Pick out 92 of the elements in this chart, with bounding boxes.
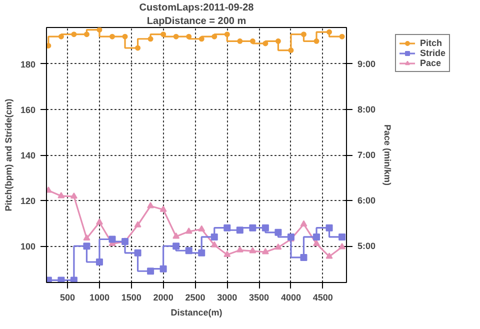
point bbox=[236, 226, 244, 234]
point bbox=[172, 232, 180, 239]
point bbox=[135, 45, 141, 51]
point bbox=[326, 252, 333, 259]
point bbox=[134, 221, 142, 228]
point bbox=[147, 202, 154, 208]
x-tick-label: 1500 bbox=[121, 292, 142, 302]
y2-tick-label: 7:00 bbox=[358, 150, 376, 160]
y2-tick-label: 5:00 bbox=[358, 241, 376, 252]
point bbox=[326, 29, 332, 35]
point bbox=[185, 247, 192, 254]
point bbox=[186, 34, 192, 40]
x-tick-label: 2000 bbox=[153, 292, 174, 302]
point bbox=[160, 206, 167, 212]
point bbox=[198, 249, 206, 256]
point bbox=[249, 224, 256, 232]
chart-title: CustomLaps:2011-09-28 bbox=[139, 2, 254, 14]
point bbox=[173, 34, 179, 40]
point bbox=[274, 243, 282, 250]
legend-label: Stride bbox=[420, 48, 446, 58]
legend-label: Pace bbox=[420, 58, 442, 68]
y-tick-label: 100 bbox=[20, 242, 36, 252]
point bbox=[224, 250, 231, 257]
point bbox=[212, 34, 218, 40]
y2-tick-label: 8:00 bbox=[358, 104, 376, 114]
x-tick-label: 3000 bbox=[217, 292, 238, 302]
point bbox=[109, 34, 115, 40]
point bbox=[96, 28, 102, 33]
point bbox=[249, 247, 256, 254]
x-axis-title: Distance(m) bbox=[170, 308, 222, 318]
point bbox=[250, 38, 256, 44]
point bbox=[326, 224, 333, 232]
point bbox=[236, 246, 244, 252]
y-tick-label: 120 bbox=[20, 196, 36, 206]
point bbox=[262, 40, 268, 46]
point bbox=[224, 32, 230, 38]
point bbox=[58, 276, 65, 282]
point bbox=[46, 42, 52, 48]
y2-tick-label: 6:00 bbox=[358, 196, 376, 206]
point bbox=[71, 32, 77, 38]
y-tick-label: 140 bbox=[20, 150, 36, 160]
legend-label: Pitch bbox=[420, 38, 442, 48]
x-tick-label: 3500 bbox=[249, 292, 270, 302]
point bbox=[58, 192, 65, 198]
point bbox=[185, 228, 192, 234]
point bbox=[148, 36, 154, 42]
point bbox=[262, 224, 269, 232]
point bbox=[198, 36, 204, 42]
point bbox=[274, 228, 282, 236]
point bbox=[198, 225, 206, 232]
point bbox=[237, 38, 243, 44]
point bbox=[70, 192, 78, 199]
point bbox=[83, 234, 90, 241]
point bbox=[313, 240, 320, 246]
y-tick-label: 160 bbox=[20, 104, 36, 115]
point bbox=[70, 276, 78, 282]
x-tick-label: 4500 bbox=[312, 292, 333, 302]
point bbox=[262, 248, 269, 254]
point bbox=[300, 32, 306, 38]
y2-axis-title: Pace (min/km) bbox=[382, 124, 393, 186]
y2-tick-label: 9:00 bbox=[358, 58, 376, 69]
point bbox=[210, 241, 218, 248]
point bbox=[96, 258, 103, 266]
x-tick-label: 1000 bbox=[89, 292, 110, 302]
point bbox=[300, 254, 308, 261]
point bbox=[224, 224, 231, 232]
point bbox=[338, 243, 346, 250]
x-tick-label: 2500 bbox=[185, 292, 206, 302]
point bbox=[314, 38, 320, 44]
point bbox=[147, 268, 154, 275]
x-tick-label: 4000 bbox=[280, 292, 301, 302]
point bbox=[300, 220, 308, 226]
point bbox=[84, 32, 90, 38]
point bbox=[122, 34, 128, 40]
chart-subtitle: LapDistance = 200 m bbox=[146, 16, 246, 27]
point bbox=[313, 233, 320, 240]
point bbox=[96, 218, 103, 225]
point bbox=[58, 34, 64, 40]
point bbox=[339, 34, 345, 40]
y-tick-label: 180 bbox=[20, 59, 36, 70]
point bbox=[83, 242, 90, 250]
point bbox=[288, 48, 294, 54]
point bbox=[160, 32, 166, 38]
point bbox=[172, 242, 180, 250]
point bbox=[160, 265, 167, 272]
y-axis-title: Pitch(bpm) and Stride(cm) bbox=[3, 98, 14, 212]
point bbox=[275, 38, 281, 44]
point bbox=[210, 233, 218, 240]
point bbox=[134, 249, 142, 256]
x-tick-label: 500 bbox=[60, 292, 76, 302]
point bbox=[108, 236, 116, 243]
point bbox=[338, 233, 346, 240]
